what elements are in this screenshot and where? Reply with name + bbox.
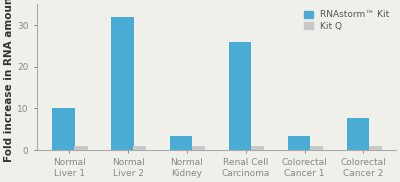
Bar [229, 42, 251, 150]
Bar [74, 146, 88, 150]
Bar [251, 146, 264, 150]
Bar [192, 146, 205, 150]
Bar [133, 146, 146, 150]
Y-axis label: Fold increase in RNA amount: Fold increase in RNA amount [4, 0, 14, 162]
Bar [288, 136, 310, 150]
Bar [310, 146, 323, 150]
Bar [368, 146, 382, 150]
Bar [170, 136, 192, 150]
Bar [52, 108, 75, 150]
Bar [111, 17, 134, 150]
Bar [347, 118, 369, 150]
Legend: RNAstorm™ Kit, Kit Q: RNAstorm™ Kit, Kit Q [302, 9, 391, 33]
